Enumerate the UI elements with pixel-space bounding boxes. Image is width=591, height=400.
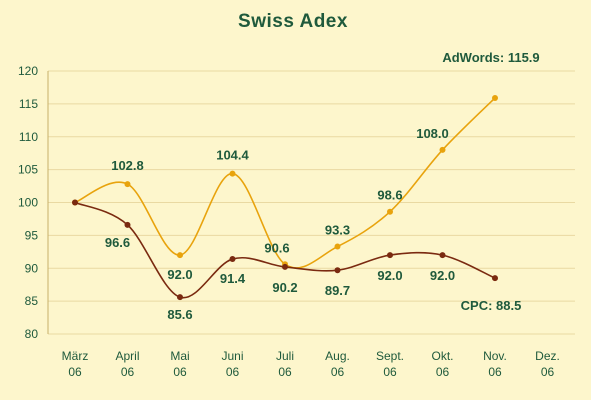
- y-tick-label: 95: [25, 228, 39, 242]
- data-label-cpc: 92.0: [430, 268, 455, 283]
- y-axis: 80 85 90 95 100 105 110 115 120: [18, 64, 49, 341]
- y-tick-label: 85: [25, 294, 39, 308]
- data-point-adwords: [124, 181, 131, 188]
- y-tick-label: 115: [19, 97, 38, 111]
- x-tick-label: Juli 06: [276, 349, 294, 379]
- data-label-adwords: 104.4: [216, 148, 249, 163]
- x-tick-label: Sept. 06: [376, 349, 404, 379]
- data-point-adwords: [492, 94, 498, 101]
- series-line-adwords: [74, 97, 496, 269]
- data-point-adwords: [177, 252, 183, 259]
- x-tick-label: Juni 06: [221, 349, 243, 379]
- data-point-adwords: [229, 170, 236, 177]
- series-end-label-cpc: CPC: 88.5: [461, 298, 522, 313]
- data-label-adwords: 90.6: [264, 240, 289, 255]
- data-label-adwords: 108.0: [416, 126, 449, 141]
- data-point-adwords: [439, 146, 446, 153]
- data-point-cpc: [72, 199, 78, 206]
- data-point-cpc: [439, 252, 446, 259]
- x-tick-label: Aug. 06: [325, 349, 350, 379]
- chart-title: Swiss Adex: [238, 11, 348, 32]
- data-point-cpc: [229, 256, 236, 263]
- series-group: [72, 94, 498, 301]
- data-point-cpc: [124, 221, 131, 228]
- data-label-adwords: 92.0: [167, 267, 192, 282]
- gridlines: [48, 70, 575, 335]
- x-tick-label: April 06: [115, 349, 139, 379]
- data-label-cpc: 91.4: [220, 271, 246, 286]
- x-tick-label: Nov. 06: [483, 349, 507, 379]
- data-label-adwords: 102.8: [111, 158, 144, 173]
- series-end-label-adwords: AdWords: 115.9: [442, 50, 539, 65]
- data-labels: 102.8 92.0 104.4 90.6 93.3 98.6 108.0 AdWords: …: [105, 50, 540, 322]
- x-axis: März 06 April 06 Mai 06 Juni 06 Juli 06 Aug. 06 Sept…: [62, 349, 560, 379]
- data-label-cpc: 85.6: [167, 307, 192, 322]
- data-label-adwords: 93.3: [325, 223, 350, 238]
- data-point-cpc: [334, 267, 341, 274]
- data-label-cpc: 89.7: [325, 283, 350, 298]
- x-tick-label: Dez. 06: [535, 349, 560, 379]
- x-tick-label: Okt. 06: [431, 349, 453, 379]
- y-tick-label: 100: [18, 196, 38, 210]
- data-point-cpc: [387, 252, 393, 259]
- data-point-adwords: [387, 208, 393, 215]
- y-tick-label: 80: [25, 327, 39, 341]
- data-label-cpc: 92.0: [377, 268, 402, 283]
- y-tick-label: 105: [18, 163, 38, 177]
- data-point-adwords: [334, 243, 341, 250]
- y-tick-label: 110: [19, 130, 38, 144]
- data-label-cpc: 96.6: [105, 235, 130, 250]
- x-tick-label: Mai 06: [170, 349, 189, 379]
- y-tick-label: 120: [18, 64, 38, 78]
- x-tick-label: März 06: [62, 349, 89, 379]
- series-line-cpc: [74, 201, 496, 299]
- data-point-cpc: [492, 275, 498, 282]
- data-point-cpc: [282, 263, 288, 270]
- data-label-adwords: 98.6: [377, 188, 402, 203]
- data-point-cpc: [177, 294, 183, 301]
- data-label-cpc: 90.2: [272, 280, 297, 295]
- y-tick-label: 90: [25, 261, 39, 275]
